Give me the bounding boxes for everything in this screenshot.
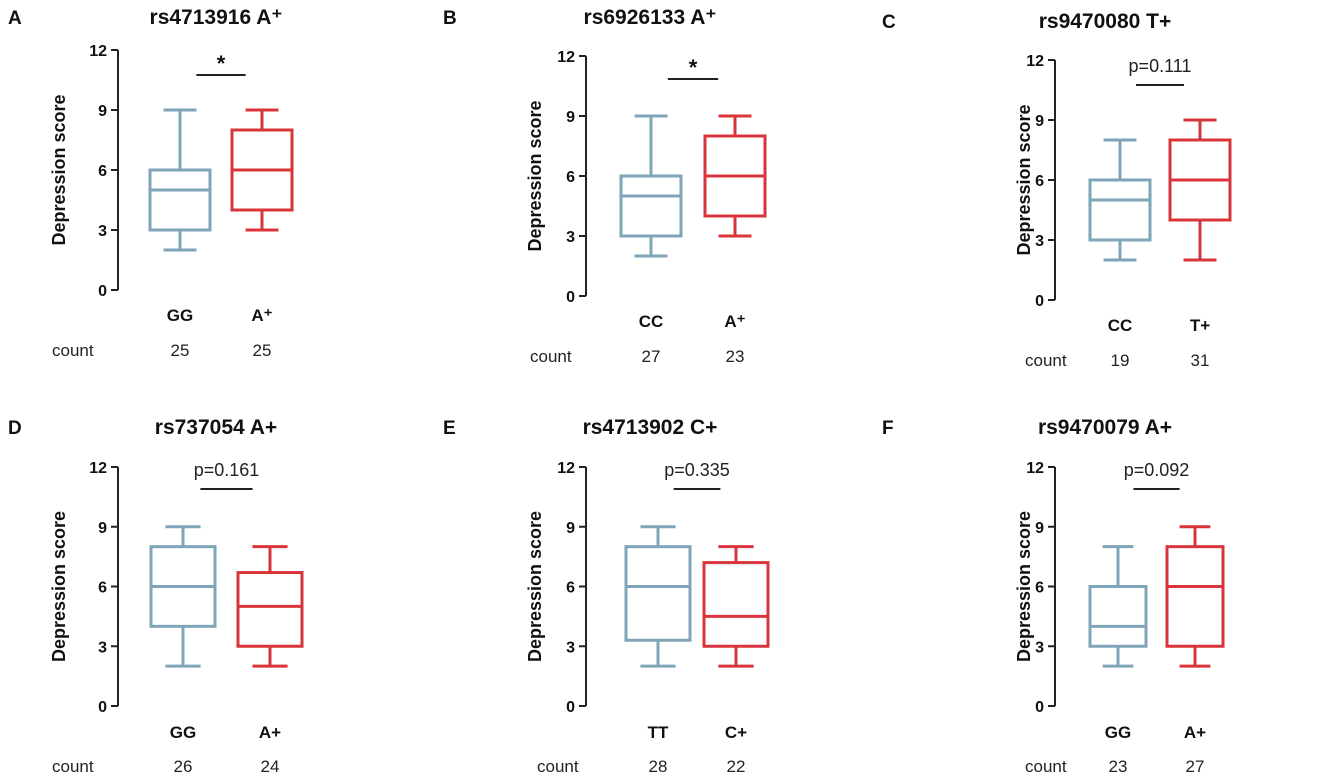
- panel-a-significance-label: *: [217, 51, 226, 76]
- panel-a-title: rs4713916 A⁺: [150, 6, 283, 29]
- panel-e-ytick-label-9: 9: [566, 520, 575, 537]
- panel-d-ytick-label-6: 6: [98, 580, 107, 597]
- panel-f-ytick-label-12: 12: [1026, 460, 1044, 477]
- panel-c-group-2-count: 31: [1191, 351, 1210, 370]
- panel-a-group-1-box: [148, 168, 212, 232]
- panel-d-ylabel: Depression score: [49, 511, 69, 662]
- panel-e-group-2-label: C+: [725, 723, 747, 742]
- panel-b-ytick-label-3: 3: [566, 229, 575, 246]
- panel-b-ytick-label-6: 6: [566, 169, 575, 186]
- panel-f-group-1-box: [1088, 585, 1148, 648]
- panel-a-ylabel: Depression score: [49, 94, 69, 245]
- panel-e-count-label: count: [537, 757, 579, 776]
- panel-f-group-2-label: A+: [1184, 723, 1206, 742]
- panel-e-group-2-box: [702, 561, 770, 648]
- panel-a-ytick-label-9: 9: [98, 103, 107, 120]
- panel-b-significance-label: *: [689, 55, 698, 80]
- panel-c-title: rs9470080 T+: [1039, 10, 1172, 33]
- panel-d-count-label: count: [52, 757, 94, 776]
- panel-b-group-2-count: 23: [726, 347, 745, 366]
- panel-c-group-1-box: [1088, 178, 1152, 242]
- panel-c-ytick-label-9: 9: [1035, 113, 1044, 130]
- panel-c-ytick-label-0: 0: [1035, 293, 1044, 310]
- panel-f-ytick-label-0: 0: [1035, 699, 1044, 716]
- panel-c-letter: C: [882, 12, 896, 33]
- panel-a-ytick-label-6: 6: [98, 163, 107, 180]
- panel-e-ytick-label-6: 6: [566, 580, 575, 597]
- panel-d-ytick-label-0: 0: [98, 699, 107, 716]
- panel-a-group-2-label: A⁺: [251, 306, 272, 325]
- panel-d-ytick-label-12: 12: [89, 460, 107, 477]
- panel-c-count-label: count: [1025, 351, 1067, 370]
- panel-f-group-2-box: [1165, 545, 1225, 648]
- panel-e-group-1-box: [624, 545, 692, 642]
- panel-f-count-label: count: [1025, 757, 1067, 776]
- panel-c-ytick-label-3: 3: [1035, 233, 1044, 250]
- panel-d-ytick-label-9: 9: [98, 520, 107, 537]
- panel-b-ytick-label-0: 0: [566, 289, 575, 306]
- panel-e-group-1-count: 28: [649, 757, 668, 776]
- panel-b-letter: B: [443, 8, 457, 29]
- panel-b-title: rs6926133 A⁺: [584, 6, 717, 29]
- panel-c-significance-label: p=0.111: [1129, 56, 1192, 76]
- panel-f-group-2-count: 27: [1186, 757, 1205, 776]
- panel-c-ytick-label-6: 6: [1035, 173, 1044, 190]
- panel-e-group-1-label: TT: [648, 723, 669, 742]
- panel-f-ytick-label-3: 3: [1035, 639, 1044, 656]
- panel-b-ytick-label-12: 12: [557, 49, 575, 66]
- panel-e-significance-label: p=0.335: [664, 460, 730, 480]
- panel-f-ytick-label-9: 9: [1035, 520, 1044, 537]
- panel-d-group-1-label: GG: [170, 723, 196, 742]
- panel-d-significance-label: p=0.161: [194, 460, 260, 480]
- panel-e-ytick-label-12: 12: [557, 460, 575, 477]
- panel-c-group-2-label: T+: [1190, 316, 1210, 335]
- panel-f-ylabel: Depression score: [1014, 511, 1034, 662]
- panel-e-group-2-count: 22: [727, 757, 746, 776]
- panel-a-ytick-label-0: 0: [98, 283, 107, 300]
- panel-b-ylabel: Depression score: [525, 100, 545, 251]
- panel-f-group-1-count: 23: [1109, 757, 1128, 776]
- panel-b-group-1-label: CC: [639, 312, 664, 331]
- panel-a-ytick-label-12: 12: [89, 43, 107, 60]
- panel-f-group-1-label: GG: [1105, 723, 1131, 742]
- panel-b-count-label: count: [530, 347, 572, 366]
- panel-d-group-2-box: [236, 571, 304, 648]
- panel-b-group-1-box: [619, 174, 683, 238]
- panel-e-ylabel: Depression score: [525, 511, 545, 662]
- panel-a-group-2-count: 25: [253, 341, 272, 360]
- panel-c-ytick-label-12: 12: [1026, 53, 1044, 70]
- panel-d-letter: D: [8, 418, 22, 439]
- panel-a-group-1-count: 25: [171, 341, 190, 360]
- panel-c-group-1-count: 19: [1111, 351, 1130, 370]
- panel-e-title: rs4713902 C+: [583, 416, 718, 439]
- panel-e-ytick-label-3: 3: [566, 639, 575, 656]
- panel-e-letter: E: [443, 418, 456, 439]
- panel-f-significance-label: p=0.092: [1124, 460, 1190, 480]
- panel-b-group-1-count: 27: [642, 347, 661, 366]
- panel-d-title: rs737054 A+: [155, 416, 277, 439]
- panel-e-ytick-label-0: 0: [566, 699, 575, 716]
- panel-f-title: rs9470079 A+: [1038, 416, 1172, 439]
- panel-a-letter: A: [8, 8, 22, 29]
- panel-d-group-1-count: 26: [174, 757, 193, 776]
- panel-c-group-1-label: CC: [1108, 316, 1133, 335]
- panel-a-count-label: count: [52, 341, 94, 360]
- panel-f-letter: F: [882, 418, 894, 439]
- panel-a-ytick-label-3: 3: [98, 223, 107, 240]
- panel-c-ylabel: Depression score: [1014, 104, 1034, 255]
- panel-b-ytick-label-9: 9: [566, 109, 575, 126]
- panel-d-group-2-label: A+: [259, 723, 281, 742]
- panel-d-ytick-label-3: 3: [98, 639, 107, 656]
- panel-b-group-2-label: A⁺: [724, 312, 745, 331]
- panel-f-ytick-label-6: 6: [1035, 580, 1044, 597]
- panel-d-group-2-count: 24: [261, 757, 280, 776]
- panel-a-group-1-label: GG: [167, 306, 193, 325]
